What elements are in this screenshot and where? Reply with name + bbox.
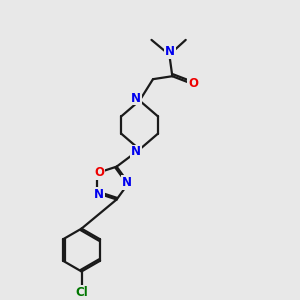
Text: O: O	[188, 77, 198, 90]
Text: O: O	[95, 167, 105, 179]
Text: N: N	[165, 45, 175, 58]
Text: N: N	[94, 188, 104, 201]
Text: N: N	[131, 145, 141, 158]
Text: Cl: Cl	[75, 286, 88, 299]
Text: N: N	[131, 92, 141, 105]
Text: N: N	[122, 176, 132, 189]
